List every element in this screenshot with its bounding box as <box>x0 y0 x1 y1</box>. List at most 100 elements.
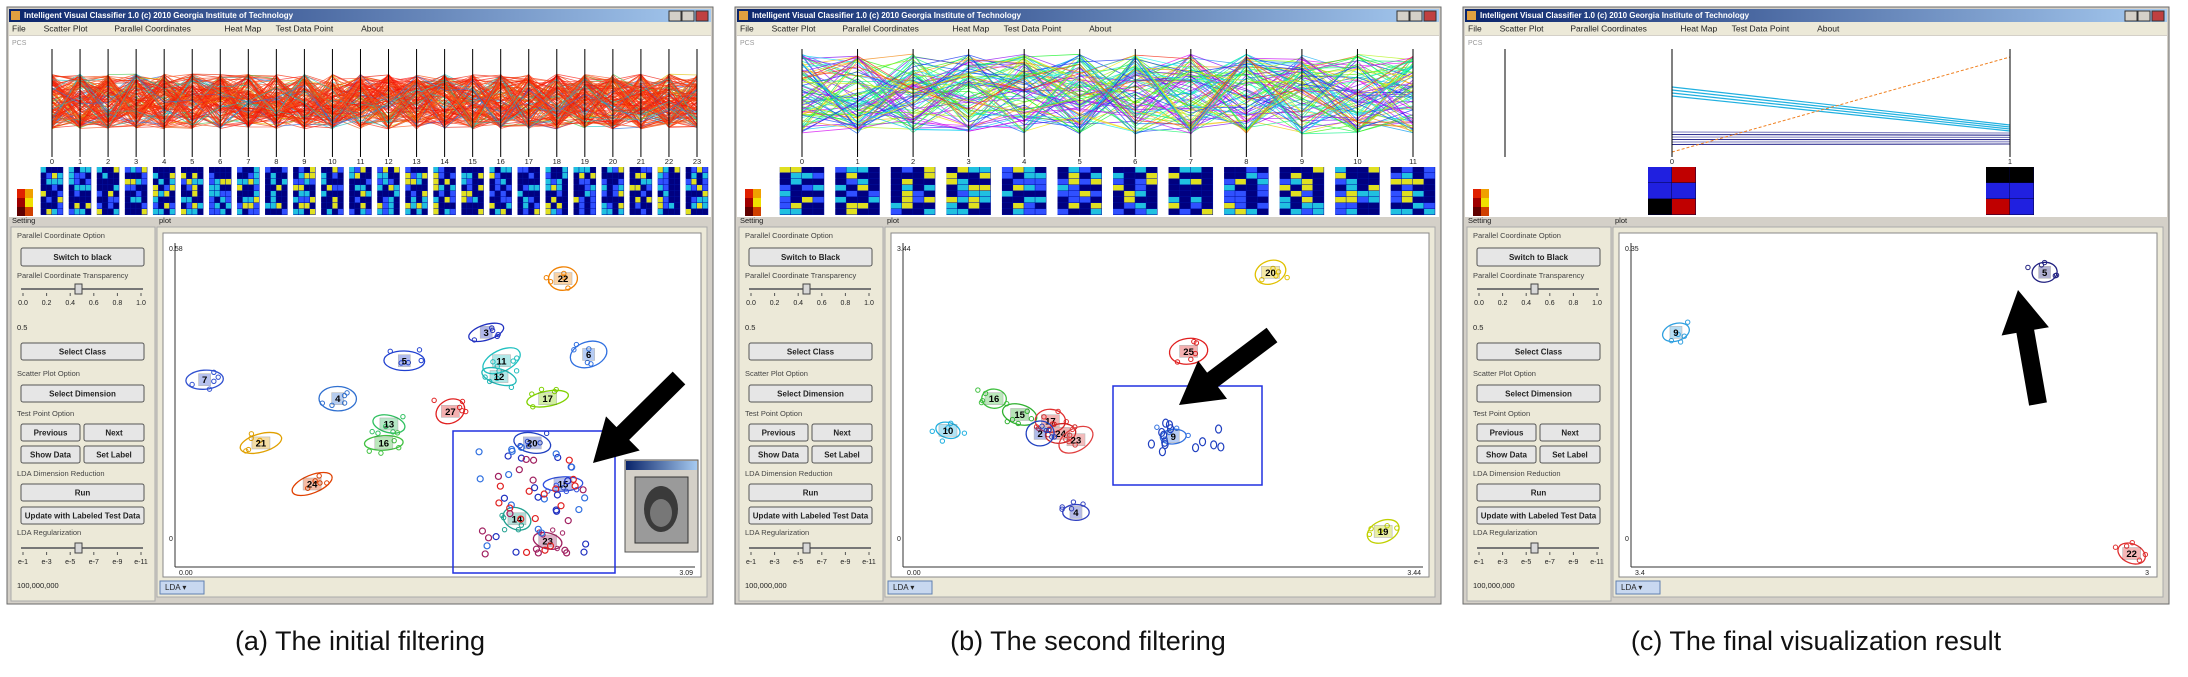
heatmap-cell <box>243 173 248 179</box>
maximize-button[interactable] <box>2138 11 2150 21</box>
axis-heatmap <box>1224 167 1268 215</box>
window-icon <box>1467 11 1476 20</box>
heatmap-cell <box>590 179 595 185</box>
heatmap-cell <box>248 167 253 173</box>
update-button[interactable]: Update with Labeled Test Data <box>1477 507 1600 524</box>
show-data-button[interactable]: Show Data <box>749 446 808 463</box>
show-data-button[interactable]: Show Data <box>1477 446 1536 463</box>
next-button[interactable]: Next <box>812 424 872 441</box>
menu-item[interactable]: Parallel Coordinates <box>114 23 191 33</box>
next-button[interactable]: Next <box>84 424 144 441</box>
method-dropdown[interactable]: LDA ▾ <box>888 581 932 594</box>
menu-item[interactable]: Parallel Coordinates <box>1570 23 1647 33</box>
heatmap-cell <box>585 191 590 197</box>
previous-button[interactable]: Previous <box>1477 424 1536 441</box>
maximize-button[interactable] <box>682 11 694 21</box>
heatmap-cell <box>422 197 427 203</box>
heatmap-cell <box>529 203 534 209</box>
next-button[interactable]: Next <box>1540 424 1600 441</box>
heatmap-cell <box>445 203 450 209</box>
menu-item[interactable]: Heat Map <box>1680 23 1717 33</box>
pc-axis-label: 11 <box>1409 157 1417 166</box>
menu-item[interactable]: About <box>361 23 384 33</box>
heatmap-cell <box>310 185 315 191</box>
slider-thumb[interactable] <box>1531 284 1538 294</box>
select-dimension-button[interactable]: Select Dimension <box>21 385 144 402</box>
menu-item[interactable]: Scatter Plot <box>1500 23 1545 33</box>
heatmap-cell <box>2010 183 2034 199</box>
heatmap-cell <box>164 209 169 215</box>
minimize-button[interactable] <box>1397 11 1409 21</box>
heatmap-cell <box>467 179 472 185</box>
minimize-button[interactable] <box>669 11 681 21</box>
minimize-button[interactable] <box>2125 11 2137 21</box>
heatmap-cell <box>327 191 332 197</box>
heatmap-cell <box>686 197 691 203</box>
maximize-button[interactable] <box>1410 11 1422 21</box>
switch-button[interactable]: Switch to Black <box>1477 248 1600 266</box>
menu-item[interactable]: Test Data Point <box>1732 23 1790 33</box>
close-button[interactable] <box>696 11 708 21</box>
switch-button[interactable]: Switch to black <box>21 248 144 266</box>
slider-thumb[interactable] <box>75 543 82 553</box>
menu-item[interactable]: File <box>12 23 26 33</box>
heatmap-cell <box>1035 185 1046 191</box>
heatmap-cell <box>360 167 365 173</box>
select-class-button[interactable]: Select Class <box>21 343 144 360</box>
slider-thumb[interactable] <box>803 543 810 553</box>
method-dropdown[interactable]: LDA ▾ <box>160 581 204 594</box>
pc-axis-label: 17 <box>525 157 533 166</box>
select-dimension-button[interactable]: Select Dimension <box>1477 385 1600 402</box>
slider-thumb[interactable] <box>1531 543 1538 553</box>
switch-button[interactable]: Switch to Black <box>749 248 872 266</box>
menu-item[interactable]: Scatter Plot <box>772 23 817 33</box>
previous-button[interactable]: Previous <box>21 424 80 441</box>
heatmap-cell <box>170 203 175 209</box>
slider-thumb[interactable] <box>803 284 810 294</box>
heatmap-cell <box>327 185 332 191</box>
menu-item[interactable]: File <box>740 23 754 33</box>
menu-item[interactable]: Parallel Coordinates <box>842 23 919 33</box>
set-label-button[interactable]: Set Label <box>84 446 144 463</box>
regularization-value: 100,000,000 <box>17 581 59 590</box>
run-button[interactable]: Run <box>749 484 872 501</box>
slider-thumb[interactable] <box>75 284 82 294</box>
heatmap-cell <box>136 203 141 209</box>
run-button[interactable]: Run <box>21 484 144 501</box>
update-button[interactable]: Update with Labeled Test Data <box>749 507 872 524</box>
select-class-button[interactable]: Select Class <box>749 343 872 360</box>
close-button[interactable] <box>2152 11 2164 21</box>
menu-item[interactable]: Heat Map <box>952 23 989 33</box>
show-data-button[interactable]: Show Data <box>21 446 80 463</box>
menu-item[interactable]: About <box>1089 23 1112 33</box>
plot-axis-label: 0.35 <box>1625 246 1639 253</box>
heatmap-cell <box>293 191 298 197</box>
menu-item[interactable]: Heat Map <box>224 23 261 33</box>
heatmap-cell <box>1069 203 1080 209</box>
heatmap-cell <box>924 209 935 215</box>
heatmap-cell <box>282 191 287 197</box>
menu-item[interactable]: File <box>1468 23 1482 33</box>
heatmap-cell <box>243 197 248 203</box>
heatmap-cell <box>248 179 253 185</box>
heatmap-cell <box>355 167 360 173</box>
heatmap-cell <box>1191 179 1202 185</box>
pc-axis-label: 3 <box>967 157 971 166</box>
heatmap-cell <box>366 179 371 185</box>
update-button[interactable]: Update with Labeled Test Data <box>21 507 144 524</box>
select-dimension-button[interactable]: Select Dimension <box>749 385 872 402</box>
menu-item[interactable]: Test Data Point <box>276 23 334 33</box>
run-button[interactable]: Run <box>1477 484 1600 501</box>
previous-button[interactable]: Previous <box>749 424 808 441</box>
set-label-button[interactable]: Set Label <box>812 446 872 463</box>
figure-caption: (a) The initial filtering <box>235 626 485 656</box>
set-label-button[interactable]: Set Label <box>1540 446 1600 463</box>
menu-item[interactable]: Scatter Plot <box>44 23 89 33</box>
close-button[interactable] <box>1424 11 1436 21</box>
menu-item[interactable]: Test Data Point <box>1004 23 1062 33</box>
method-dropdown[interactable]: LDA ▾ <box>1616 581 1660 594</box>
select-class-button[interactable]: Select Class <box>1477 343 1600 360</box>
menu-item[interactable]: About <box>1817 23 1840 33</box>
window-title: Intelligent Visual Classifier 1.0 (c) 20… <box>1480 11 1750 20</box>
heatmap-cell <box>835 185 846 191</box>
